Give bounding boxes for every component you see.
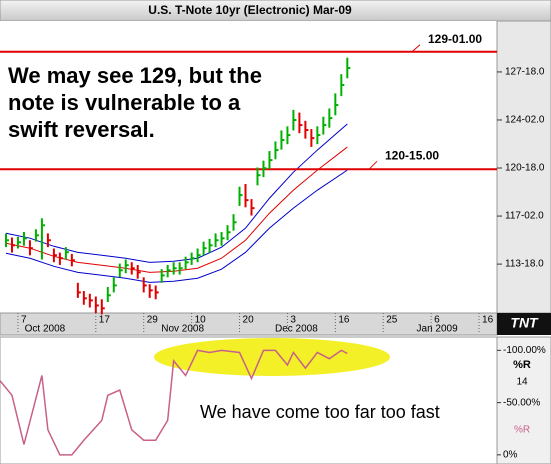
price-plot bbox=[0, 21, 497, 313]
x-tick-label: 29 bbox=[147, 315, 159, 326]
annotation: We may see 129, but the bbox=[8, 63, 262, 88]
month-label: Jan 2009 bbox=[417, 324, 459, 335]
x-tick-label: 16 bbox=[482, 315, 494, 326]
x-tick-label: 20 bbox=[243, 315, 255, 326]
y-tick-label: 113-18.0 bbox=[505, 259, 544, 270]
indicator-period: 14 bbox=[516, 377, 528, 388]
reference-label: 120-15.00 bbox=[385, 148, 439, 162]
chart-title: U.S. T-Note 10yr (Electronic) Mar-09 bbox=[148, 3, 352, 17]
logo-box bbox=[497, 313, 551, 335]
y-tick-label: -100.00% bbox=[503, 345, 546, 356]
y-tick-label: 0% bbox=[503, 450, 518, 461]
x-tick-label: 3 bbox=[290, 315, 296, 326]
x-tick-label: 7 bbox=[21, 315, 27, 326]
x-tick-label: 16 bbox=[338, 315, 350, 326]
y-tick-label: 120-18.0 bbox=[505, 163, 545, 174]
label-leader bbox=[368, 160, 378, 170]
indicator-axis-panel bbox=[496, 336, 551, 464]
legend-entry: %R bbox=[514, 425, 530, 436]
month-label: Nov 2008 bbox=[161, 324, 204, 335]
y-tick-label: 127-18.0 bbox=[505, 67, 545, 78]
x-tick-label: 17 bbox=[99, 315, 111, 326]
y-tick-label: 117-02.0 bbox=[505, 211, 544, 222]
label-leader bbox=[411, 44, 421, 53]
moving-average-band bbox=[5, 169, 348, 283]
y-tick-label: -50.00% bbox=[503, 397, 540, 408]
x-tick-label: 10 bbox=[195, 315, 207, 326]
annotation: swift reversal. bbox=[8, 117, 155, 142]
indicator-annotation: We have come too far too fast bbox=[200, 402, 440, 422]
y-tick-label: 124-02.0 bbox=[505, 115, 545, 126]
month-label: Oct 2008 bbox=[25, 324, 66, 335]
annotation: note is vulnerable to a bbox=[8, 90, 241, 115]
month-label: Dec 2008 bbox=[275, 324, 318, 335]
indicator-label: %R bbox=[513, 359, 531, 371]
highlight-ellipse bbox=[154, 338, 390, 376]
x-tick-label: 6 bbox=[434, 315, 440, 326]
moving-average-band bbox=[5, 123, 348, 263]
reference-label: 129-01.00 bbox=[428, 32, 482, 46]
logo: TNT bbox=[510, 315, 539, 331]
price-axis-panel bbox=[496, 20, 551, 314]
x-tick-label: 25 bbox=[386, 315, 398, 326]
indicator-line bbox=[0, 349, 348, 456]
